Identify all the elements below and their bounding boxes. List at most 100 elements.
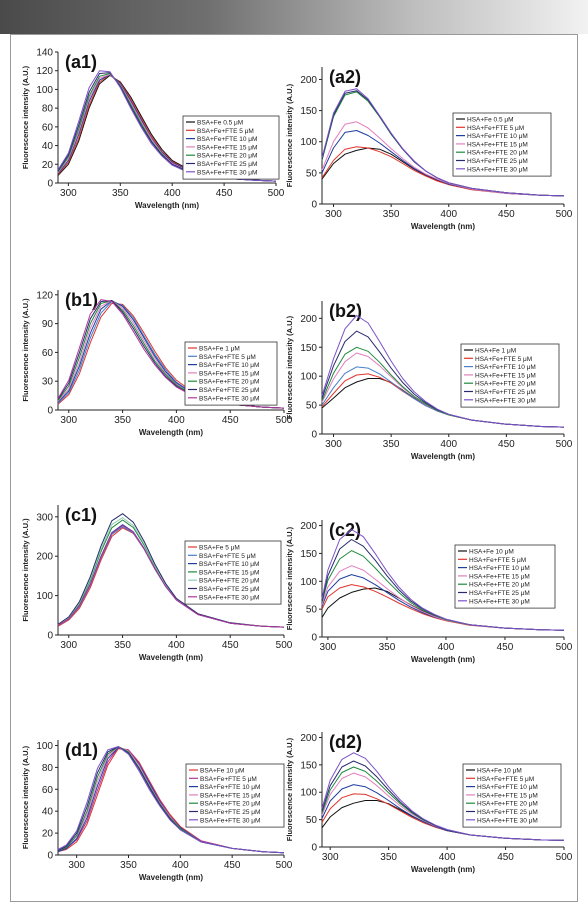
legend-entry: HSA+Fe+FTE 30 μM [477,817,538,824]
y-tick-label: 90 [42,319,54,330]
legend-box [454,544,556,609]
legend-entry: HSA+Fe 10 μM [477,768,522,775]
x-tick-label: 500 [556,439,573,450]
x-tick-label: 500 [276,640,293,651]
legend-entry: BSA+Fe+FTE 25 μM [197,161,257,168]
x-tick-label: 400 [172,860,189,871]
chart-panel-c2: 300 350 400 450 500 0 50 100 150 200 Wavelength (n… [285,520,573,664]
x-tick-label: 450 [216,188,233,199]
legend-entry: BSA+Fe+FTE 15 μM [200,792,260,799]
y-tick-label: 0 [47,406,53,417]
legend-entry: BSA+Fe+FTE 15 μM [199,569,259,576]
y-axis-label: Fluorescence intensity (A.U.) [21,745,30,849]
x-tick-label: 450 [497,642,514,653]
series-line-3 [321,121,565,197]
y-axis-label: Fluorescence intensity (A.U.) [285,83,294,187]
legend-entry: HSA+Fe+FTE 20 μM [475,381,536,388]
legend-entry: BSA+Fe+FTE 30 μM [200,817,260,824]
legend-entry: BSA+Fe+FTE 20 μM [200,801,260,808]
legend-entry: BSA+Fe+FTE 20 μM [197,153,257,160]
x-tick-label: 300 [60,188,77,199]
panel-label: (b2) [329,301,362,321]
y-tick-label: 50 [306,605,318,616]
x-tick-label: 400 [438,642,455,653]
panel-label: (b1) [65,290,98,310]
legend-entry: HSA+Fe+FTE 10 μM [475,364,536,371]
y-tick-label: 200 [300,75,317,86]
x-tick-label: 350 [114,415,131,426]
x-tick-label: 300 [60,640,77,651]
legend-entry: HSA+Fe+FTE 30 μM [475,397,536,404]
legend-box [182,115,280,180]
legend-entry: HSA+Fe 1 μM [475,348,516,355]
x-tick-label: 300 [68,860,85,871]
x-tick-label: 450 [222,640,239,651]
y-tick-label: 0 [311,200,317,211]
legend-entry: BSA+Fe 1 μM [199,346,240,353]
series-line-6 [321,752,565,841]
x-tick-label: 350 [114,640,131,651]
figure-frame [10,34,578,902]
x-tick-label: 300 [325,209,342,220]
legend-entry: BSA+Fe+FTE 5 μM [199,354,256,361]
legend-box [452,112,552,177]
y-axis-label: Fluorescence intensity (A.U.) [285,526,294,630]
header-gradient-bar [0,0,588,34]
panel-label: (a2) [329,67,361,87]
legend-entry: BSA+Fe+FTE 15 μM [197,144,257,151]
x-tick-label: 300 [325,439,342,450]
y-tick-label: 0 [47,179,53,190]
chart-panel-c1: 300 350 400 450 500 0 100 200 300 Wavelength (nm)… [21,505,293,662]
y-tick-label: 20 [42,160,54,171]
legend-entry: HSA+Fe+FTE 5 μM [477,776,534,783]
y-tick-label: 50 [306,401,318,412]
y-axis-label: Fluorescence intensity (A.U.) [21,298,30,402]
y-tick-label: 200 [300,521,317,532]
x-axis-label: Wavelength (nm) [139,653,203,662]
x-tick-label: 450 [498,209,515,220]
legend-box [460,343,560,408]
y-tick-label: 20 [42,829,54,840]
legend-entry: HSA+Fe+FTE 10 μM [469,565,530,572]
y-tick-label: 40 [42,141,54,152]
y-tick-label: 150 [300,549,317,560]
legend-entry: HSA+Fe+FTE 5 μM [475,356,532,363]
y-tick-label: 150 [300,343,317,354]
legend-entry: HSA+Fe+FTE 25 μM [477,809,538,816]
x-axis-label: Wavelength (nm) [411,865,475,874]
chart-panel-b1: 300 350 400 450 500 0 30 60 90 120 Wavelength (nm)… [21,290,293,437]
legend-entry: BSA+Fe+FTE 25 μM [199,586,259,593]
panel-label: (c1) [65,505,97,525]
y-tick-label: 150 [300,760,317,771]
x-tick-label: 350 [380,852,397,863]
x-axis-label: Wavelength (nm) [411,222,475,231]
legend-entry: HSA+Fe+FTE 30 μM [467,166,528,173]
y-tick-label: 100 [300,372,317,383]
x-tick-label: 450 [497,852,514,863]
y-tick-label: 100 [36,85,53,96]
legend-entry: BSA+Fe+FTE 30 μM [199,594,259,601]
x-tick-label: 500 [276,415,293,426]
x-tick-label: 300 [322,852,339,863]
y-tick-label: 200 [300,314,317,325]
series-line-6 [321,88,565,197]
x-tick-label: 500 [276,860,293,871]
x-tick-label: 400 [439,852,456,863]
x-tick-label: 500 [556,642,573,653]
y-tick-label: 100 [36,591,53,602]
panel-label: (d2) [329,732,362,752]
y-axis-label: Fluorescence intensity (A.U.) [21,65,30,169]
x-axis-label: Wavelength (nm) [139,873,203,882]
legend-entry: BSA+Fe+FTE 30 μM [199,395,259,402]
y-tick-label: 0 [311,430,317,441]
legend-entry: HSA+Fe+FTE 20 μM [477,801,538,808]
y-tick-label: 140 [36,48,53,59]
y-tick-label: 40 [42,807,54,818]
legend-entry: HSA+Fe+FTE 10 μM [467,133,528,140]
y-tick-label: 50 [306,815,318,826]
legend-entry: HSA+Fe+FTE 25 μM [475,389,536,396]
x-tick-label: 450 [222,415,239,426]
chart-panel-d2: 300 350 400 450 500 0 50 100 150 200 Wavelength (n… [285,732,573,874]
legend-entry: HSA+Fe+FTE 30 μM [469,598,530,605]
